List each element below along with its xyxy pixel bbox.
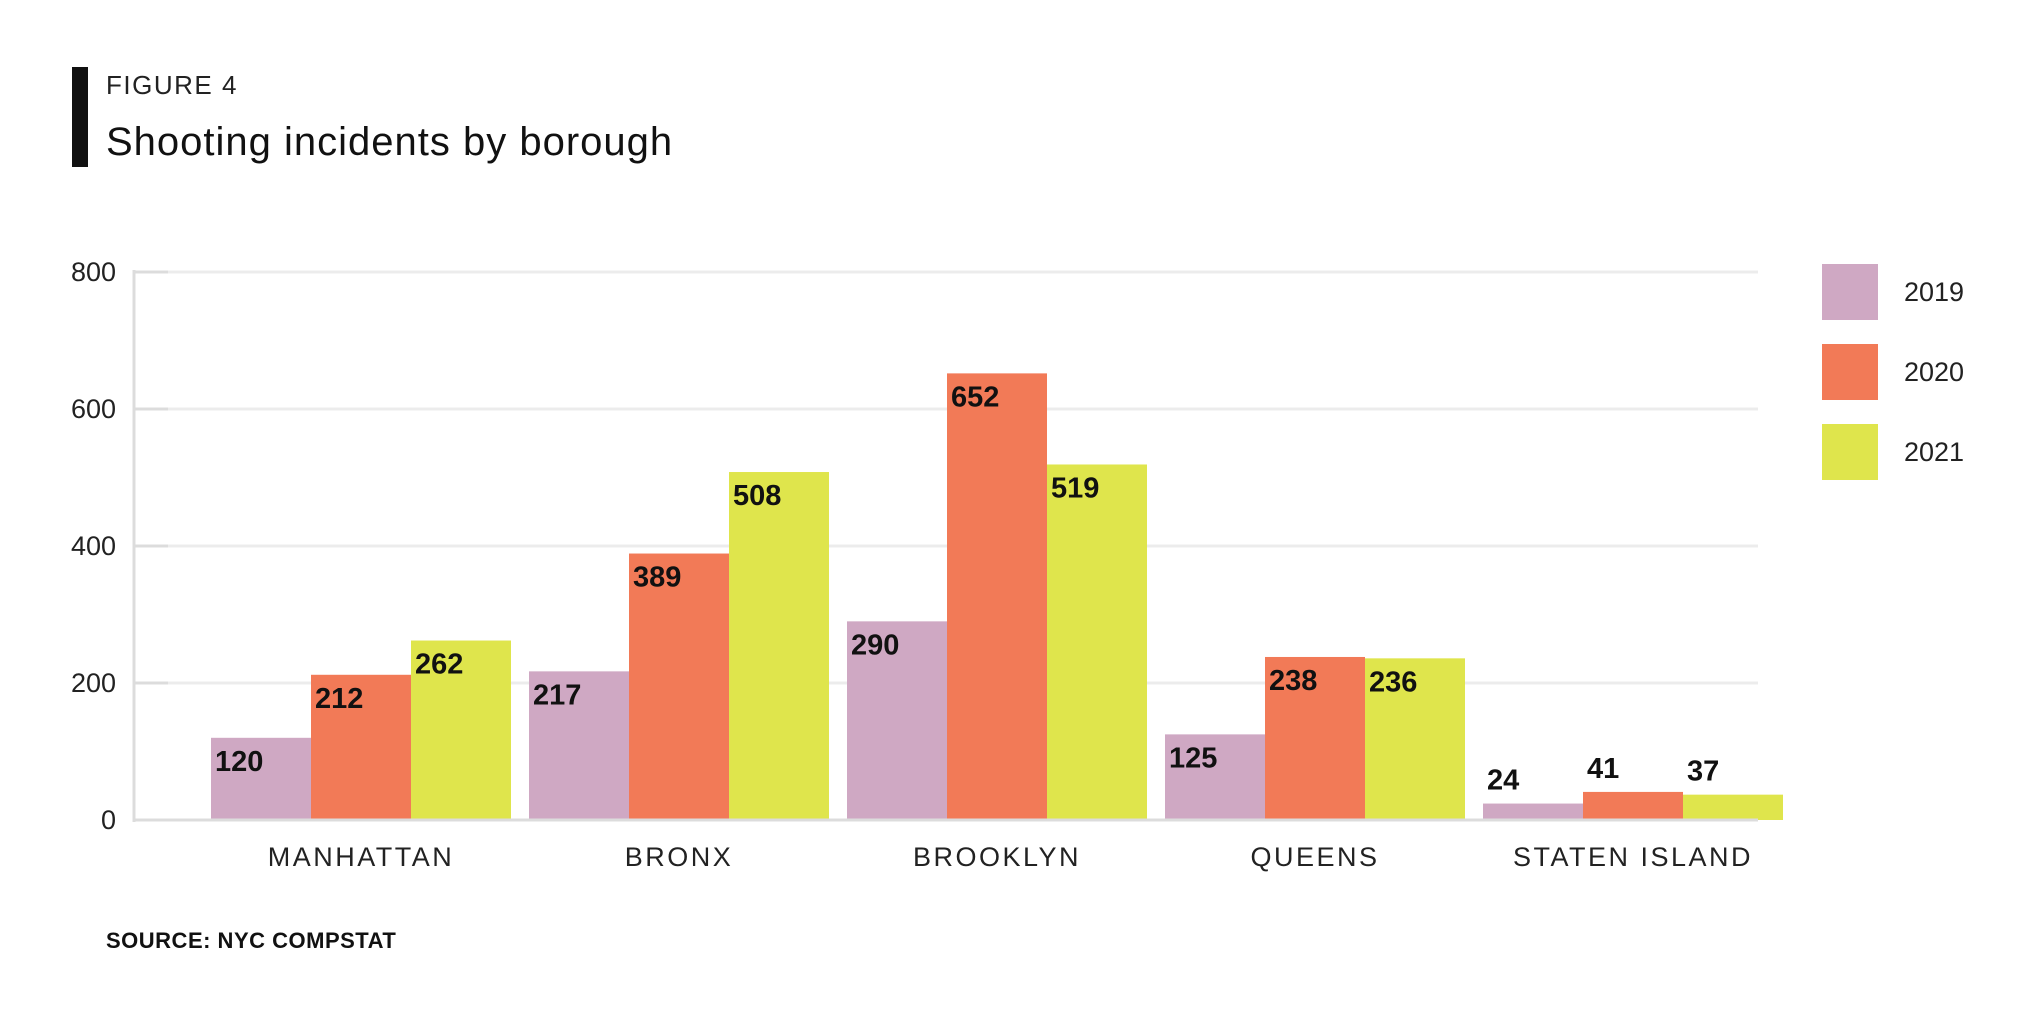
x-tick-label: STATEN ISLAND: [1513, 842, 1753, 872]
source-note: SOURCE: NYC COMPSTAT: [106, 928, 397, 953]
data-label: 519: [1051, 472, 1099, 504]
legend-label: 2019: [1904, 276, 1965, 307]
legend-item-2019: 2019: [1822, 264, 1964, 320]
legend-item-2021: 2021: [1822, 424, 1964, 480]
legend-swatch: [1822, 344, 1878, 400]
legend-swatch: [1822, 264, 1878, 320]
x-tick-label: BROOKLYN: [913, 842, 1081, 872]
figure-label: FIGURE 4: [106, 70, 238, 100]
data-label: 120: [215, 746, 263, 778]
data-label: 125: [1169, 742, 1217, 774]
bar: [629, 553, 729, 820]
y-tick-label: 600: [71, 394, 116, 424]
data-label: 508: [733, 480, 781, 512]
data-label: 652: [951, 381, 999, 413]
data-label: 24: [1487, 765, 1519, 797]
y-tick-label: 800: [71, 257, 116, 287]
chart-title: Shooting incidents by borough: [106, 120, 674, 164]
data-label: 217: [533, 679, 581, 711]
x-tick-label: MANHATTAN: [268, 842, 455, 872]
data-label: 212: [315, 683, 363, 715]
bar: [1165, 734, 1265, 820]
x-tick-label: BRONX: [625, 842, 734, 872]
data-label: 236: [1369, 666, 1417, 698]
x-tick-label: QUEENS: [1250, 842, 1379, 872]
bar: [211, 737, 311, 820]
data-label: 389: [633, 562, 681, 594]
data-label: 238: [1269, 665, 1317, 697]
legend-label: 2021: [1904, 436, 1965, 467]
bar: [1483, 803, 1583, 820]
bar: [529, 671, 629, 820]
y-tick-label: 0: [101, 805, 116, 835]
data-label: 37: [1687, 756, 1719, 788]
title-accent-bar: [72, 67, 88, 167]
y-tick-label: 200: [71, 668, 116, 698]
legend: 2019 2020 2021: [1822, 264, 1964, 504]
data-label: 41: [1587, 753, 1619, 785]
bar: [847, 621, 947, 820]
bar: [311, 674, 411, 820]
legend-item-2020: 2020: [1822, 344, 1964, 400]
bar: [1683, 794, 1783, 820]
data-label: 290: [851, 629, 899, 661]
bar: [1583, 791, 1683, 820]
bar: [947, 373, 1047, 820]
bar: [411, 640, 511, 820]
bar: [1047, 464, 1147, 820]
legend-swatch: [1822, 424, 1878, 480]
bar: [1265, 656, 1365, 820]
bar: [729, 472, 829, 820]
data-label: 262: [415, 649, 463, 681]
legend-label: 2020: [1904, 356, 1965, 387]
y-tick-label: 400: [71, 531, 116, 561]
bar: [1365, 658, 1465, 820]
